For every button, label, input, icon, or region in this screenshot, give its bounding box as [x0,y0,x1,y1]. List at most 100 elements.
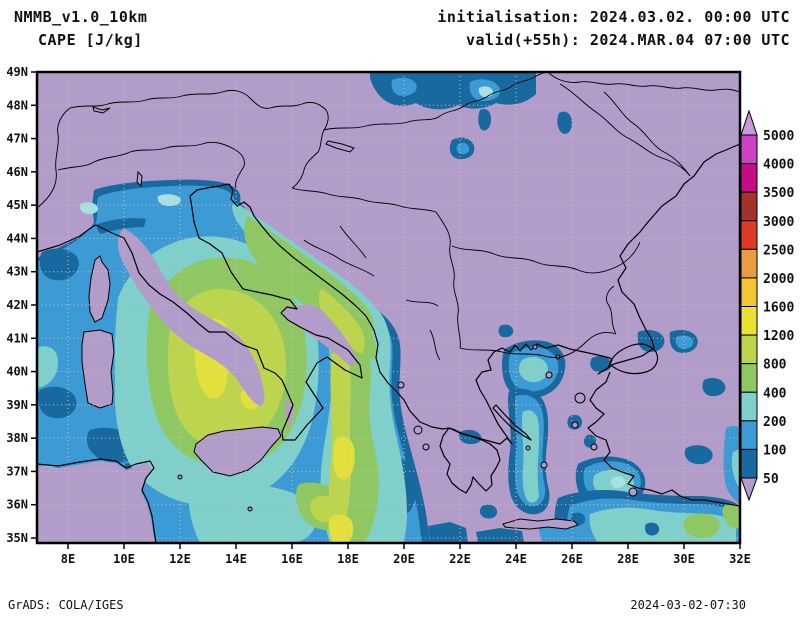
legend-level-label: 800 [763,358,787,373]
border-slovakia-ukraine [323,72,549,131]
land-puglia [284,304,358,366]
coastlines [37,143,740,543]
init-time: initialisation: 2024.03.02. 00:00 UTC [437,8,790,26]
legend-level-label: 1200 [763,329,794,344]
axis-ticks-labels: 49N 48N 47N 46N 45N 44N 43N 42N 41N 40N 39N 38N 37N 3… [6,65,751,566]
island-zakynthos [422,443,430,451]
legend-level-label: 50 [763,472,779,487]
yellow-bottom [328,514,354,543]
title-block: NMMB_v1.0_10km CAPE [J/kg] [14,6,147,52]
variable-name: CAPE [J/kg] [38,31,143,49]
color-scale-legend: 5000 4000 3500 3000 2500 2000 1600 1200 800 400 20… [740,109,794,502]
legend-level-label: 3000 [763,215,794,230]
legend-segment [740,134,758,165]
border-serbia-bulgaria [435,211,461,349]
kythira-spot [479,504,498,519]
border-croatia-bosnia [339,225,367,259]
island-pantelleria [177,474,183,480]
legend-arrow-bottom [740,477,758,502]
coast-peloponnese [439,427,501,494]
coast-turkey-west [587,371,740,507]
legend-level-label: 5000 [763,129,794,144]
aegean-north-teal [518,356,548,383]
sturkey-spot-2 [645,522,660,536]
lon-tick-label: 22E [449,552,471,566]
border-danube [451,241,641,274]
legend-segment [740,306,758,336]
rightedge-teal [732,449,740,488]
legend-segment [740,363,758,393]
aegean-arm-teal [522,410,540,503]
border-croatia-hungary [291,187,437,213]
lat-tick-label: 49N [6,65,28,79]
legend-segment [740,334,758,365]
land-crete [502,518,579,530]
island-andros [525,445,531,451]
creation-timestamp: 2024-03-02-07:30 [630,598,746,612]
footer: GrADS: COLA/IGES 2024-03-02-07:30 [0,592,800,614]
lon-tick-label: 8E [61,552,75,566]
border-germany-austria [69,89,329,189]
legend-segment [740,191,758,222]
island-malta [247,506,253,512]
border-albania-greece [429,329,441,361]
aegean-se-pale [610,476,626,488]
border-albania-macedonia [405,299,439,307]
valid-time: valid(+55h): 2024.MAR.04 07:00 UTC [465,31,790,49]
teal-po-2 [157,194,181,206]
grads-credit: GrADS: COLA/IGES [8,598,124,612]
lake-garda [136,170,143,188]
spot-thrace [498,324,514,338]
border-greece-bulgaria [459,331,617,358]
lat-tick-label: 35N [6,531,28,545]
lon-tick-label: 32E [729,552,751,566]
lon-tick-label: 26E [561,552,583,566]
lon-tick-label: 14E [225,552,247,566]
lat-tick-label: 37N [6,464,28,478]
map-frame [35,70,742,545]
island-chios [571,421,579,429]
lon-tick-label: 20E [393,552,415,566]
lon-tick-label: 28E [617,552,639,566]
land-corsica [88,255,111,323]
sturkey-green-1 [683,513,720,538]
land-sardinia [81,329,115,409]
rightedge-blue [723,425,740,504]
turkey-spot-3 [590,355,612,373]
lat-tick-label: 38N [6,431,28,445]
island-samos [590,443,598,451]
lon-tick-label: 18E [337,552,359,566]
marmara-blue [675,335,694,349]
pocket-west-sardinia [38,386,77,419]
border-romania-ukraine [547,72,740,93]
border-bulgaria-turkey [605,285,617,335]
yellow-ionian [333,436,355,480]
model-name: NMMB_v1.0_10km [14,8,148,26]
island-thasos [532,344,538,350]
crete-south-dark [476,528,524,543]
drop-1 [478,109,491,131]
lat-tick-label: 36N [6,498,28,512]
small-islands [177,344,638,512]
legend-segment [740,448,758,479]
legend-arrow-top [740,109,758,136]
island-kefalonia [413,425,423,435]
lon-tick-label: 16E [281,552,303,566]
island-rhodes [628,487,638,497]
legend-level-label: 3500 [763,186,794,201]
border-france-italy [37,107,71,209]
legend-segment [740,420,758,450]
coast-italy [37,183,363,441]
teal-left-1 [37,346,58,388]
border-moldova [603,91,691,177]
island-limnos [545,371,553,379]
sturkey-green-2 [722,503,740,529]
lat-tick-label: 41N [6,331,28,345]
lat-tick-label: 47N [6,132,28,146]
turkey-spot-2 [684,445,713,465]
legend-segment [740,277,758,307]
lat-tick-label: 39N [6,398,28,412]
lon-tick-label: 12E [169,552,191,566]
legend-segment [740,220,758,250]
